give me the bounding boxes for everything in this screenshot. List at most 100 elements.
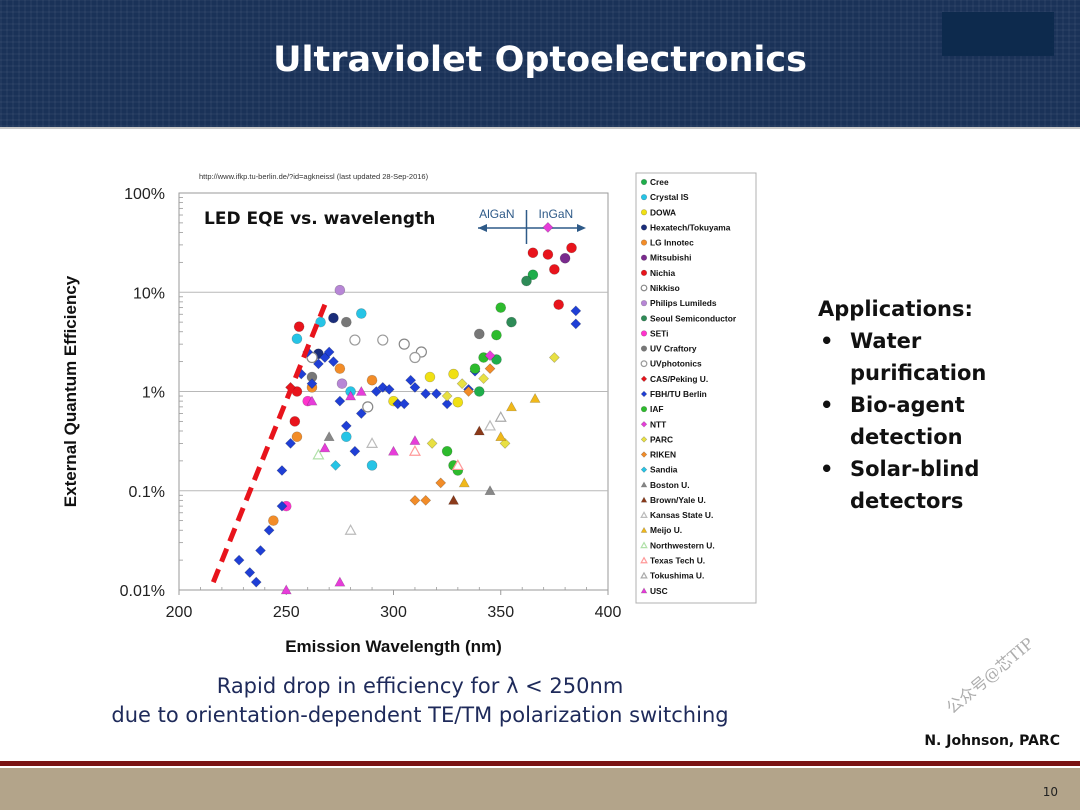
data-point [548, 352, 560, 363]
legend-marker [640, 330, 648, 337]
legend-marker [640, 209, 648, 216]
data-point [340, 420, 352, 432]
slide-title: Ultraviolet Optoelectronics [273, 40, 807, 80]
legend-label: Nichia [650, 268, 675, 278]
data-point [499, 437, 511, 449]
data-point [349, 445, 361, 457]
legend-entry: Northwestern U. [640, 540, 715, 550]
data-point [484, 419, 497, 431]
data-point [495, 302, 507, 313]
data-point [491, 354, 502, 365]
legend-entry: Seoul Semiconductor [640, 313, 737, 323]
data-point [426, 437, 438, 449]
legend-entry: SETi [640, 328, 668, 338]
data-points [233, 221, 582, 595]
data-point [435, 477, 447, 489]
header-bar: Ultraviolet Optoelectronics [0, 0, 1080, 127]
eqe-chart: 100% 10% 1% 0.1% 0.01%200 250 300 350 400 Emissio… [61, 172, 757, 656]
trend-line [211, 303, 328, 584]
legend-label: DOWA [650, 207, 676, 217]
legend-label: Texas Tech U. [650, 556, 705, 566]
data-point [495, 431, 507, 442]
legend-label: Nikkiso [650, 283, 680, 293]
legend-marker [640, 436, 648, 443]
data-point [255, 545, 266, 556]
legend-marker [640, 254, 648, 261]
y-axis-label: External Quantum Efficiency [61, 275, 80, 507]
y-tick-label: 100% [124, 186, 165, 203]
data-point [366, 460, 378, 471]
slide-caption: Rapid drop in efficiency for λ < 250nm d… [60, 672, 780, 730]
legend-marker [640, 556, 648, 564]
legend-label: Brown/Yale U. [650, 495, 706, 505]
data-point [521, 275, 532, 287]
footer-bar [0, 768, 1080, 810]
data-point [491, 329, 502, 341]
legend-entry: IAF [640, 404, 664, 414]
chart-source-note: http://www.ifkp.tu-berlin.de/?id=agkneis… [199, 172, 429, 181]
application-item-solarblind: Solar-blind detectors [818, 453, 1048, 517]
legend-label: Kansas State U. [650, 510, 713, 520]
header-divider [0, 127, 1080, 129]
legend-label: Crystal IS [650, 192, 689, 202]
data-point [559, 252, 571, 264]
legend-label: IAF [650, 404, 664, 414]
algan-label: AlGaN [479, 207, 514, 221]
data-point [293, 321, 305, 332]
legend-marker [640, 345, 648, 352]
data-point [527, 269, 539, 281]
data-point [323, 431, 335, 442]
legend-marker [640, 541, 648, 549]
data-point [319, 442, 331, 453]
legend-entry: Cree [640, 177, 669, 187]
caption-line-1: Rapid drop in efficiency for λ < 250nm [216, 674, 624, 698]
data-point [328, 312, 339, 324]
data-point [448, 368, 459, 380]
data-point [370, 386, 382, 397]
legend-label: USC [650, 586, 668, 596]
legend-marker [640, 239, 648, 246]
legend-marker [640, 284, 648, 292]
x-axis-label: Emission Wavelength (nm) [285, 637, 502, 656]
data-point [484, 350, 496, 362]
data-point [387, 445, 400, 456]
data-point [409, 494, 421, 506]
legend-label: Sandia [650, 465, 678, 475]
applications-heading: Applications: [818, 297, 973, 321]
legend-entry: PARC [640, 434, 673, 444]
data-point [289, 416, 301, 427]
applications-panel: Applications: Water purification Bio-age… [818, 293, 1048, 517]
legend-marker [640, 526, 648, 533]
data-point [263, 524, 275, 536]
data-point [280, 584, 292, 595]
header-accent-box [942, 12, 1054, 56]
legend-entry: Tokushima U. [640, 571, 704, 581]
y-tick-label: 0.1% [129, 484, 165, 501]
data-point [549, 264, 560, 275]
legend-marker [640, 194, 648, 201]
credit-text: N. Johnson, PARC [924, 733, 1060, 749]
legend-marker [640, 375, 648, 383]
data-point [408, 445, 421, 456]
legend-label: Northwestern U. [650, 540, 715, 550]
data-point [505, 401, 517, 412]
data-point [366, 374, 378, 386]
data-point [330, 459, 342, 471]
data-point [553, 299, 564, 310]
data-point [334, 576, 346, 587]
data-point [448, 494, 460, 505]
data-point [458, 477, 470, 488]
legend-marker [640, 406, 648, 413]
data-point [409, 351, 421, 364]
data-point [424, 371, 436, 383]
legend-entry: Hexatech/Tokuyama [640, 222, 731, 232]
legend-label: Seoul Semiconductor [650, 313, 737, 323]
legend-marker [640, 360, 648, 368]
data-point [473, 386, 485, 397]
data-point [233, 554, 245, 566]
data-point [366, 437, 379, 448]
data-point [484, 363, 496, 375]
legend-entry: Kansas State U. [640, 510, 713, 520]
legend-label: Tokushima U. [650, 571, 704, 581]
data-point [285, 437, 296, 449]
